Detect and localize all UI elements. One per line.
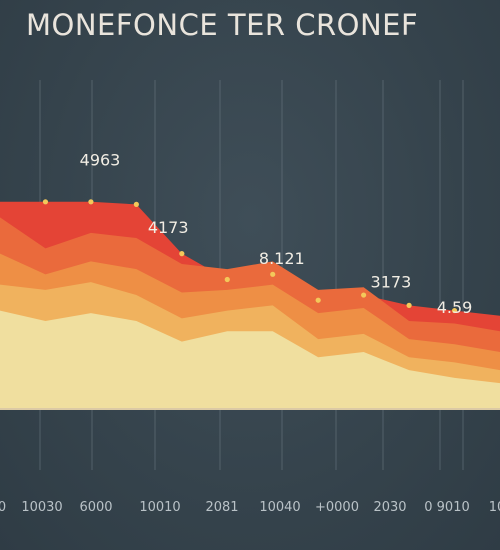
- data-label-4: 4.59: [437, 298, 473, 317]
- data-point-marker-10: [451, 307, 458, 314]
- x-tick-label-7: 2030: [373, 500, 406, 515]
- x-tick-label-2: 6000: [79, 500, 112, 515]
- x-tick-label-0: 0: [0, 500, 6, 515]
- chart-title: MONEFONCE TER CRONEF: [26, 8, 418, 42]
- area-series-group: [0, 201, 500, 409]
- area-series-0: [0, 310, 500, 409]
- data-label-2: 8.121: [259, 249, 305, 268]
- data-point-marker-1: [42, 199, 49, 205]
- data-point-marker-3: [133, 201, 139, 207]
- data-point-marker-4: [179, 251, 185, 257]
- x-tick-label-8: 0 9010: [424, 500, 470, 515]
- data-label-0: 4963: [80, 151, 121, 170]
- x-tick-label-4: 2081: [205, 500, 238, 515]
- data-point-marker-5: [224, 276, 230, 283]
- x-tick-label-1: 10030: [21, 500, 62, 515]
- x-axis-line: [0, 408, 500, 410]
- x-tick-label-3: 10010: [139, 500, 180, 515]
- data-point-marker-2: [88, 199, 94, 205]
- x-tick-label-9: 10: [489, 500, 500, 515]
- data-label-1: 4173: [148, 218, 189, 237]
- x-tick-label-6: +0000: [315, 500, 359, 515]
- x-tick-label-5: 10040: [259, 500, 300, 515]
- data-point-marker-7: [315, 297, 321, 303]
- data-point-marker-6: [270, 271, 276, 277]
- data-point-marker-8: [361, 292, 367, 298]
- data-label-3: 3173: [371, 272, 412, 291]
- data-markers: [42, 199, 458, 314]
- data-annotations: 4963 4173 8.121 3173 4.59: [80, 151, 473, 318]
- x-tick-labels: 0 10030 6000 10010 2081 10040 +0000 2030 0 9010 1…: [0, 500, 500, 515]
- data-point-marker-9: [406, 302, 412, 308]
